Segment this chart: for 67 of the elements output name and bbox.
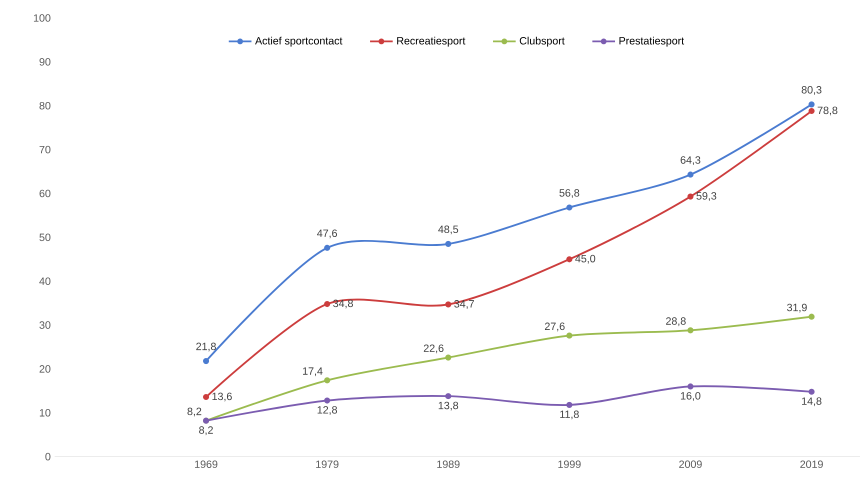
- y-tick-label: 10: [40, 409, 50, 417]
- point: [687, 193, 694, 200]
- data-label: 8,2: [187, 408, 202, 416]
- point: [445, 301, 452, 308]
- point: [687, 172, 694, 178]
- x-tick-label: 2009: [679, 460, 702, 468]
- y-tick-label: 30: [39, 321, 50, 329]
- x-tick-label: 1999: [558, 460, 581, 468]
- data-label: 8,2: [199, 426, 213, 436]
- y-tick-label: 80: [39, 102, 50, 110]
- data-label: 11,8: [560, 410, 579, 420]
- data-label: 34,7: [454, 300, 474, 309]
- y-tick-label: 40: [39, 277, 50, 285]
- point: [808, 108, 815, 114]
- x-tick-label: 1979: [316, 460, 338, 468]
- data-label: 80,3: [802, 86, 822, 95]
- data-label: 22,6: [424, 344, 444, 354]
- data-label: 34,8: [333, 300, 353, 308]
- point: [324, 377, 330, 384]
- data-label: 21,8: [196, 342, 216, 352]
- legend-label: Prestatiesport: [619, 36, 684, 47]
- data-label: 13,8: [438, 402, 458, 410]
- point: [566, 204, 572, 211]
- point: [566, 402, 572, 408]
- data-label: 59,3: [696, 192, 716, 201]
- x-tick-label: 1989: [437, 460, 460, 468]
- y-tick-label: 90: [40, 58, 50, 66]
- data-label: 12,8: [318, 406, 338, 415]
- point: [445, 240, 452, 247]
- point: [808, 101, 815, 108]
- legend-label: Actief sportcontact: [255, 36, 342, 47]
- data-label: 27,6: [544, 322, 565, 332]
- point: [808, 388, 815, 395]
- point: [566, 256, 572, 262]
- y-tick-label: 20: [40, 365, 50, 373]
- y-tick-label: 60: [40, 190, 50, 198]
- data-label: 45,0: [575, 254, 596, 264]
- point: [687, 327, 694, 334]
- data-label: 16,0: [680, 392, 700, 401]
- x-tick-label: 2019: [800, 460, 823, 468]
- data-label: 48,5: [438, 226, 458, 234]
- point: [445, 354, 452, 361]
- point: [202, 394, 210, 400]
- x-tick-label: 1969: [195, 460, 218, 468]
- point: [566, 332, 572, 339]
- data-label: 47,6: [317, 229, 338, 238]
- data-label: 28,8: [666, 317, 686, 326]
- y-tick-label: 50: [39, 234, 50, 242]
- data-label: 31,9: [787, 304, 807, 312]
- data-label: 13,6: [212, 392, 232, 402]
- point: [324, 244, 330, 251]
- y-tick-label: 100: [34, 14, 50, 22]
- data-label: 64,3: [680, 156, 700, 165]
- y-tick-label: 0: [45, 452, 50, 460]
- point: [202, 358, 210, 364]
- point: [445, 393, 452, 400]
- data-label: 78,8: [818, 106, 838, 116]
- data-label: 17,4: [303, 367, 323, 376]
- point: [324, 300, 330, 308]
- point: [324, 397, 330, 404]
- point: [808, 314, 815, 320]
- y-tick-label: 70: [40, 146, 50, 154]
- legend-label: Recreatiesport: [397, 36, 466, 47]
- legend-label: Clubsport: [520, 36, 565, 47]
- point: [687, 383, 694, 390]
- data-label: 56,8: [559, 189, 580, 198]
- data-label: 14,8: [802, 397, 822, 406]
